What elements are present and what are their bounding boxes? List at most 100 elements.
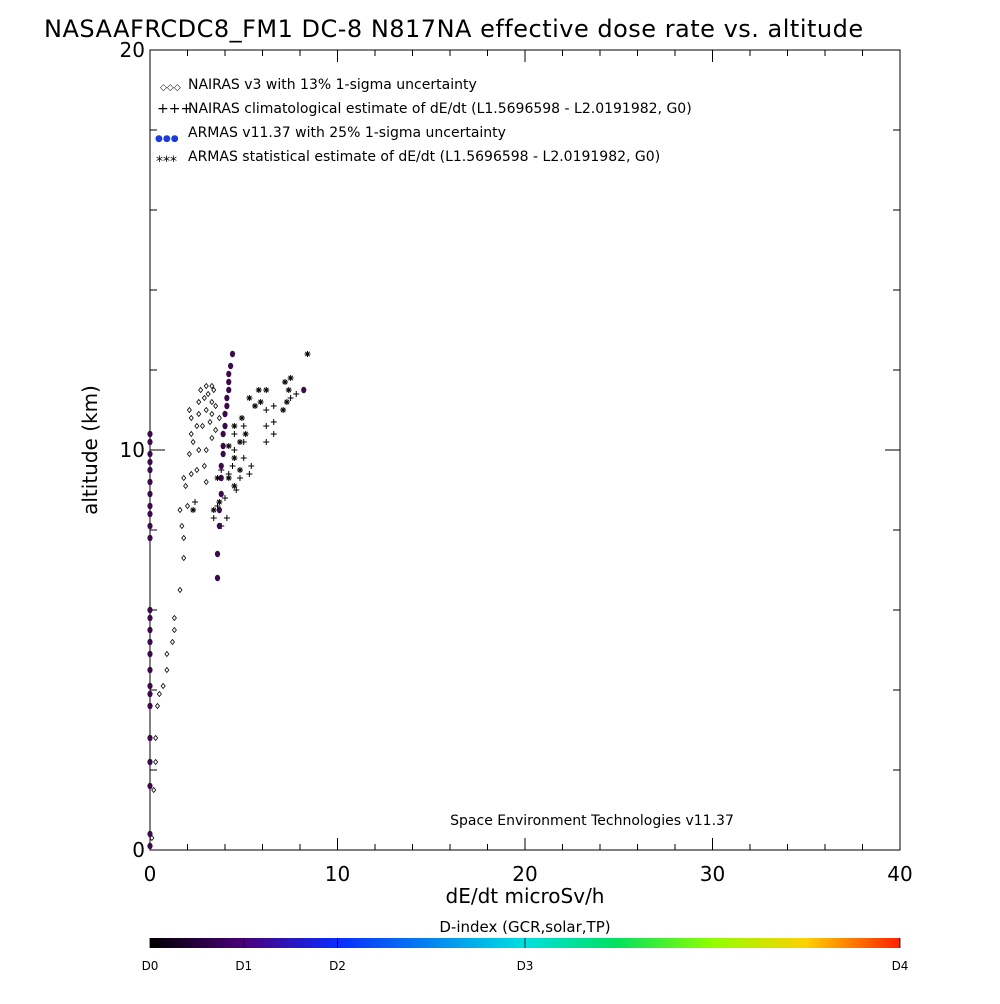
data-point-nairas-v3 bbox=[169, 638, 176, 646]
data-point-armas-stat bbox=[263, 387, 270, 393]
y-tick-label: 10 bbox=[120, 438, 145, 462]
series-layer bbox=[147, 350, 311, 850]
data-point-nairas-v3 bbox=[164, 650, 170, 658]
data-point-nairas-v3 bbox=[149, 834, 155, 842]
data-point-nairas-v3 bbox=[186, 406, 192, 414]
legend-entry-nairas-v3: NAIRAS v3 with 13% 1-sigma uncertainty bbox=[188, 77, 477, 93]
data-point-armas bbox=[226, 370, 232, 378]
data-point-armas bbox=[147, 614, 153, 622]
data-point-armas bbox=[147, 478, 153, 486]
colorbar-label: D3 bbox=[517, 959, 534, 973]
data-point-armas bbox=[147, 502, 153, 510]
data-point-armas-stat bbox=[287, 375, 294, 381]
data-point-armas bbox=[147, 842, 153, 850]
data-point-nairas-clim bbox=[237, 475, 243, 481]
data-point-armas-stat bbox=[237, 467, 243, 473]
data-point-nairas-v3 bbox=[209, 398, 215, 406]
data-point-armas bbox=[147, 490, 153, 498]
legend-entry-armas: ARMAS v11.37 with 25% 1-sigma uncertaint… bbox=[188, 125, 506, 141]
data-point-armas-stat bbox=[255, 387, 262, 393]
data-point-nairas-clim bbox=[263, 439, 270, 445]
data-point-armas bbox=[147, 682, 153, 690]
data-point-armas bbox=[147, 626, 153, 634]
y-tick-label: 0 bbox=[132, 838, 145, 862]
data-point-nairas-clim bbox=[287, 395, 294, 401]
data-point-armas-stat bbox=[231, 483, 238, 489]
credit-annotation: Space Environment Technologies v11.37 bbox=[450, 813, 734, 829]
data-point-nairas-v3 bbox=[194, 466, 200, 474]
data-point-armas-stat bbox=[283, 399, 290, 405]
data-point-nairas-v3 bbox=[184, 502, 191, 510]
data-point-nairas-clim bbox=[246, 471, 253, 477]
x-tick-label: 30 bbox=[700, 862, 725, 886]
data-point-nairas-v3 bbox=[171, 626, 177, 634]
data-point-nairas-v3 bbox=[209, 410, 215, 418]
x-tick-label: 20 bbox=[512, 862, 537, 886]
chart-title: NASAAFRCDC8_FM1 DC-8 N817NA effective do… bbox=[44, 15, 864, 43]
data-point-nairas-clim bbox=[263, 407, 270, 413]
data-point-armas-stat bbox=[252, 403, 258, 409]
data-point-nairas-clim bbox=[270, 431, 277, 437]
data-point-armas bbox=[226, 378, 232, 386]
x-axis-label: dE/dt microSv/h bbox=[446, 884, 605, 908]
colorbar-label: D4 bbox=[892, 959, 909, 973]
data-point-nairas-v3 bbox=[190, 438, 196, 446]
data-point-nairas-v3 bbox=[198, 386, 204, 394]
colorbar-label: D2 bbox=[329, 959, 346, 973]
data-point-nairas-v3 bbox=[216, 414, 222, 422]
data-point-armas-stat bbox=[304, 351, 311, 357]
data-point-nairas-clim bbox=[222, 495, 228, 501]
data-point-nairas-v3 bbox=[213, 426, 219, 434]
data-point-armas-stat bbox=[257, 399, 264, 405]
legend-symbols-asterisk: *** bbox=[156, 154, 177, 170]
data-point-nairas-v3 bbox=[194, 422, 200, 430]
data-point-nairas-v3 bbox=[177, 586, 183, 594]
data-point-nairas-v3 bbox=[201, 394, 207, 402]
data-point-nairas-v3 bbox=[211, 386, 217, 394]
data-point-armas-stat bbox=[282, 379, 288, 385]
data-point-armas bbox=[147, 534, 153, 542]
data-point-nairas-clim bbox=[229, 463, 236, 469]
data-point-nairas-v3 bbox=[213, 402, 219, 410]
data-point-armas bbox=[147, 522, 153, 530]
data-point-armas bbox=[220, 430, 226, 438]
data-point-armas bbox=[214, 550, 221, 558]
data-point-armas bbox=[218, 474, 224, 482]
data-point-nairas-clim bbox=[240, 455, 247, 461]
data-point-armas-stat bbox=[246, 395, 253, 401]
data-point-armas bbox=[147, 666, 153, 674]
data-point-nairas-v3 bbox=[181, 554, 187, 562]
data-point-armas bbox=[216, 506, 222, 514]
data-point-nairas-v3 bbox=[203, 382, 209, 390]
data-point-armas bbox=[216, 522, 222, 530]
data-point-armas bbox=[301, 386, 307, 394]
data-point-armas bbox=[218, 490, 224, 498]
legend: ◇◇◇ NAIRAS v3 with 13% 1-sigma uncertain… bbox=[155, 77, 692, 170]
data-point-armas bbox=[222, 410, 228, 418]
data-point-armas-stat bbox=[242, 431, 249, 437]
data-point-armas-stat bbox=[231, 423, 238, 429]
data-point-armas bbox=[224, 402, 230, 410]
data-point-nairas-v3 bbox=[154, 702, 161, 710]
data-point-nairas-v3 bbox=[160, 682, 166, 690]
legend-symbols-diamond: ◇◇◇ bbox=[160, 83, 181, 93]
data-point-nairas-v3 bbox=[199, 422, 206, 430]
data-point-armas bbox=[228, 362, 234, 370]
data-point-nairas-v3 bbox=[156, 690, 162, 698]
data-point-nairas-v3 bbox=[203, 446, 209, 454]
x-tick-label: 40 bbox=[887, 862, 912, 886]
x-tick-label: 0 bbox=[144, 862, 157, 886]
data-point-armas bbox=[147, 606, 153, 614]
data-point-armas bbox=[147, 438, 153, 446]
plot-frame bbox=[149, 49, 901, 851]
data-point-nairas-clim bbox=[263, 423, 270, 429]
data-point-nairas-clim bbox=[293, 391, 300, 397]
colorbar-title: D-index (GCR,solar,TP) bbox=[439, 918, 610, 936]
data-point-armas bbox=[147, 450, 153, 458]
data-point-nairas-v3 bbox=[196, 398, 202, 406]
x-ticks: 0 10 20 30 40 bbox=[144, 50, 913, 886]
data-point-nairas-v3 bbox=[203, 406, 209, 414]
y-tick-label: 20 bbox=[120, 38, 145, 62]
legend-symbols-dot: ●●● bbox=[155, 134, 179, 144]
